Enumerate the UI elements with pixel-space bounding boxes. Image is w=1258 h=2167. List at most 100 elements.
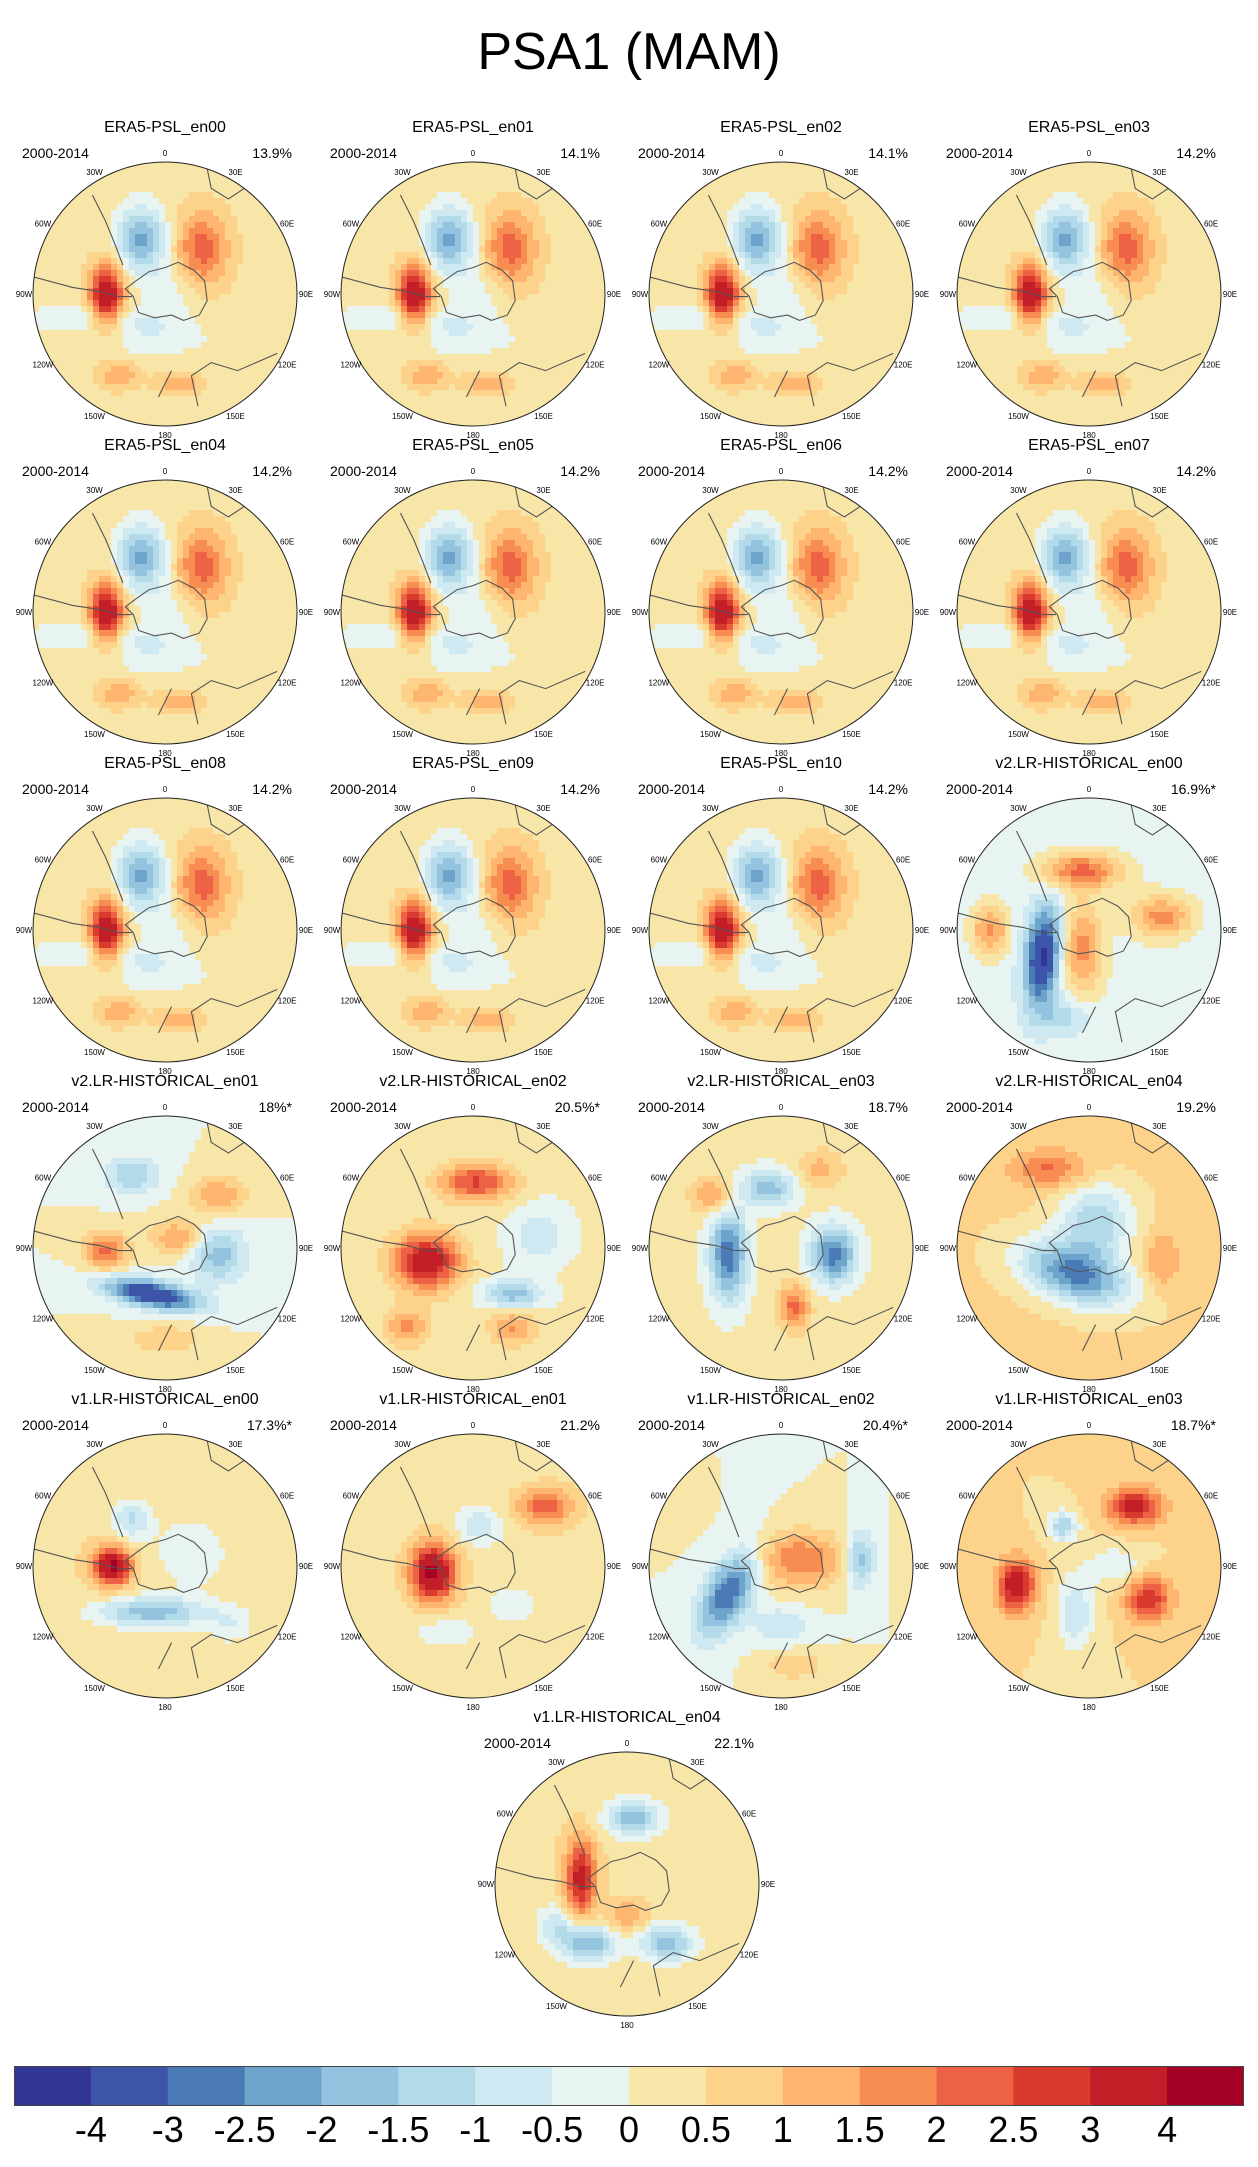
south-america-coastline: [649, 1548, 748, 1570]
longitude-label: 60W: [651, 538, 668, 547]
australia-coastline: [806, 1624, 894, 1679]
map-border: [648, 797, 914, 1063]
longitude-label: 0: [163, 467, 168, 476]
longitude-label: 30E: [228, 486, 242, 495]
longitude-label: 60W: [651, 220, 668, 229]
polar-map: 0 30E 60E 90E 120E 150E 180 150W 120W 90W 60W 30W: [324, 149, 621, 440]
longitude-label: 90E: [915, 290, 929, 299]
longitude-label: 0: [779, 1421, 784, 1430]
colorbar-tick-label: 3: [1080, 2108, 1100, 2152]
map-panel: ERA5-PSL_en01 2000-2014 14.1% 0 30E 60E 90E 120…: [320, 118, 626, 440]
colorbar-swatch: [398, 2066, 476, 2106]
map-panel: ERA5-PSL_en03 2000-2014 14.2% 0 30E 60E 90E 120…: [936, 118, 1242, 440]
longitude-label: 30E: [844, 1440, 858, 1449]
longitude-label: 60E: [742, 1810, 756, 1819]
longitude-label: 90W: [632, 1562, 649, 1571]
panel-variance: 14.2%: [560, 463, 600, 479]
longitude-label: 60E: [1204, 220, 1218, 229]
panel-period: 2000-2014: [330, 463, 397, 479]
longitude-label: 150W: [84, 412, 105, 421]
longitude-label: 120W: [32, 361, 53, 370]
map-panel: ERA5-PSL_en00 2000-2014 13.9% 0 30E 60E 90E 120…: [12, 118, 318, 440]
panel-title: v1.LR-HISTORICAL_en03: [936, 1390, 1242, 1410]
colorbar-tick-label: 1: [773, 2108, 793, 2152]
australia-coastline: [190, 1624, 278, 1679]
pressure-field: [33, 798, 297, 1062]
polar-map: 0 30E 60E 90E 120E 150E 180 150W 120W 90W 60W 30W: [940, 149, 1237, 440]
longitude-label: 120W: [32, 997, 53, 1006]
panel-period: 2000-2014: [330, 1099, 397, 1115]
longitude-label: 90W: [16, 1562, 33, 1571]
africa-coastline: [91, 1466, 124, 1538]
map-border: [648, 479, 914, 745]
panel-period: 2000-2014: [22, 463, 89, 479]
longitude-label: 30W: [394, 1440, 411, 1449]
map-border: [32, 161, 298, 427]
pressure-field: [33, 1116, 297, 1380]
panel-title: ERA5-PSL_en09: [320, 754, 626, 774]
colorbar-tick-label: -1.5: [367, 2108, 429, 2152]
panel-variance: 20.5%*: [555, 1099, 600, 1115]
longitude-label: 120E: [278, 361, 297, 370]
panel-variance: 18.7%*: [1171, 1417, 1216, 1433]
longitude-label: 120W: [956, 1633, 977, 1642]
antarctica-coastline: [432, 261, 516, 321]
panel-title: ERA5-PSL_en05: [320, 436, 626, 456]
new-zealand-coastline: [465, 370, 481, 398]
panel-variance: 22.1%: [714, 1735, 754, 1751]
longitude-label: 30E: [228, 168, 242, 177]
panel-title: v1.LR-HISTORICAL_en01: [320, 1390, 626, 1410]
africa-tip-coastline: [206, 1122, 245, 1154]
panel-title: v2.LR-HISTORICAL_en03: [628, 1072, 934, 1092]
map-panel: ERA5-PSL_en02 2000-2014 14.1% 0 30E 60E 90E 120…: [628, 118, 934, 440]
longitude-label: 0: [471, 1421, 476, 1430]
africa-coastline: [91, 830, 124, 902]
panel-period: 2000-2014: [22, 781, 89, 797]
longitude-label: 30E: [844, 486, 858, 495]
africa-coastline: [399, 512, 432, 584]
new-zealand-coastline: [773, 688, 789, 716]
panel-title: ERA5-PSL_en06: [628, 436, 934, 456]
longitude-label: 60W: [959, 856, 976, 865]
longitude-label: 90E: [915, 608, 929, 617]
panel-title: ERA5-PSL_en04: [12, 436, 318, 456]
panel-title: ERA5-PSL_en07: [936, 436, 1242, 456]
colorbar-tick-label: -2.5: [214, 2108, 276, 2152]
polar-map: 0 30E 60E 90E 120E 150E 180 150W 120W 90W 60W 30W: [632, 467, 929, 758]
longitude-label: 180: [1082, 431, 1096, 440]
longitude-label: 120W: [648, 679, 669, 688]
longitude-label: 150E: [1150, 1684, 1169, 1693]
longitude-label: 30E: [536, 1122, 550, 1131]
panel-title: v2.LR-HISTORICAL_en04: [936, 1072, 1242, 1092]
longitude-label: 180: [620, 2021, 634, 2030]
africa-tip-coastline: [206, 1440, 245, 1472]
longitude-label: 30E: [690, 1758, 704, 1767]
longitude-label: 180: [774, 1385, 788, 1394]
longitude-label: 90E: [1223, 1244, 1237, 1253]
new-zealand-coastline: [773, 1324, 789, 1352]
longitude-label: 30W: [86, 168, 103, 177]
longitude-label: 0: [1087, 1103, 1092, 1112]
longitude-label: 60W: [651, 1174, 668, 1183]
longitude-label: 150E: [226, 412, 245, 421]
longitude-label: 30W: [86, 1122, 103, 1131]
longitude-label: 150W: [1008, 730, 1029, 739]
longitude-label: 30W: [1010, 168, 1027, 177]
longitude-label: 180: [1082, 1067, 1096, 1076]
longitude-label: 60W: [959, 220, 976, 229]
longitude-label: 120W: [648, 1315, 669, 1324]
map-border: [956, 479, 1222, 745]
map-border: [340, 1115, 606, 1381]
longitude-label: 180: [466, 1067, 480, 1076]
longitude-label: 120E: [586, 679, 605, 688]
longitude-label: 180: [774, 1703, 788, 1712]
longitude-label: 90E: [1223, 608, 1237, 617]
longitude-label: 30W: [1010, 804, 1027, 813]
panel-period: 2000-2014: [638, 1417, 705, 1433]
longitude-label: 150W: [84, 1048, 105, 1057]
map-border: [340, 161, 606, 427]
longitude-label: 150W: [392, 1048, 413, 1057]
australia-coastline: [498, 988, 586, 1043]
map-panel: v2.LR-HISTORICAL_en00 2000-2014 16.9%* 0 30E…: [936, 754, 1242, 1076]
panel-period: 2000-2014: [330, 1417, 397, 1433]
